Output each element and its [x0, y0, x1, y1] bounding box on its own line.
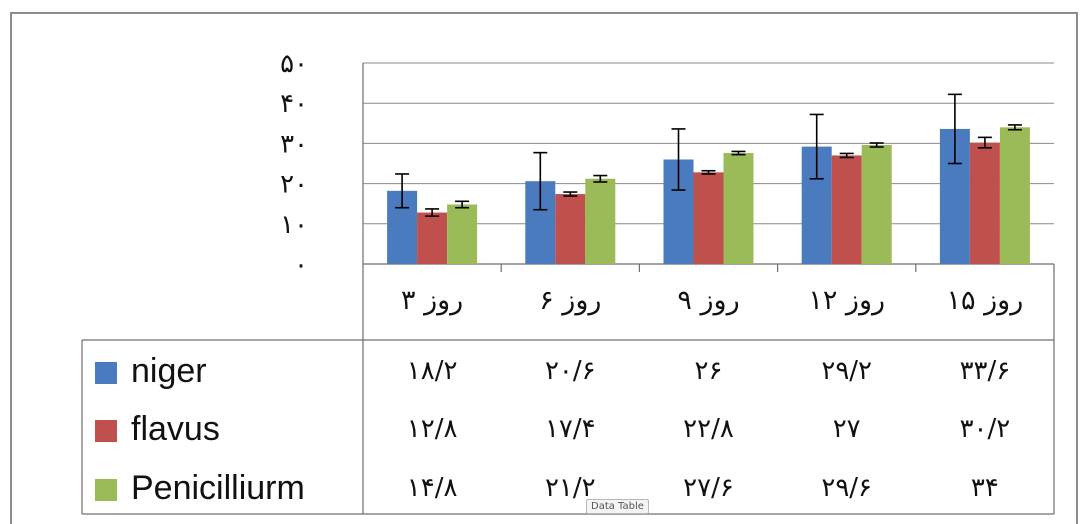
data-table-cell: ۱۷/۴ [545, 414, 596, 444]
x-category-label: روز ۶ [539, 285, 601, 316]
tooltip: Data Table [586, 499, 649, 514]
series-name: niger [131, 352, 207, 390]
data-table-cell: ۲۷/۶ [683, 473, 734, 503]
series-name: Penicilliurm [131, 469, 305, 507]
data-table-cell: ۳۳/۶ [960, 356, 1011, 386]
data-table-cell: ۳۴ [971, 473, 999, 503]
bar [999, 127, 1030, 264]
bar [723, 153, 754, 264]
legend-swatch [95, 420, 117, 442]
legend-swatch [95, 479, 117, 501]
chart-frame [10, 12, 1078, 524]
y-tick-label: ۰ [294, 250, 308, 280]
bar [969, 142, 1000, 264]
x-category-label: روز ۱۲ [808, 285, 885, 316]
x-category-label: روز ۳ [401, 285, 463, 316]
data-table-cell: ۲۶ [695, 356, 723, 386]
bar [861, 145, 892, 264]
data-table-cell: ۲۱/۲ [545, 473, 596, 503]
data-table-cell: ۳۰/۲ [960, 414, 1011, 444]
y-tick-label: ۴۰ [280, 89, 308, 119]
x-category-label: روز ۱۵ [947, 285, 1024, 316]
data-table-cell: ۱۸/۲ [407, 356, 458, 386]
data-table-cell: ۲۷ [833, 414, 861, 444]
legend-swatch [95, 362, 117, 384]
bar [693, 172, 724, 264]
bar [555, 194, 586, 264]
bar [585, 178, 616, 264]
bar [447, 204, 478, 264]
y-tick-label: ۱۰ [280, 210, 308, 240]
y-tick-label: ۲۰ [280, 170, 308, 200]
bar [831, 155, 862, 264]
bar [417, 212, 448, 264]
data-table-cell: ۱۲/۸ [407, 414, 458, 444]
y-tick-label: ۵۰ [280, 49, 308, 79]
data-table-cell: ۲۰/۶ [545, 356, 596, 386]
data-table-cell: ۲۹/۶ [821, 473, 872, 503]
series-name: flavus [131, 410, 220, 448]
data-table-cell: ۲۲/۸ [683, 414, 734, 444]
data-table-cell: ۱۴/۸ [407, 473, 458, 503]
x-category-label: روز ۹ [677, 285, 739, 316]
y-tick-label: ۳۰ [280, 129, 308, 159]
data-table-cell: ۲۹/۲ [821, 356, 872, 386]
